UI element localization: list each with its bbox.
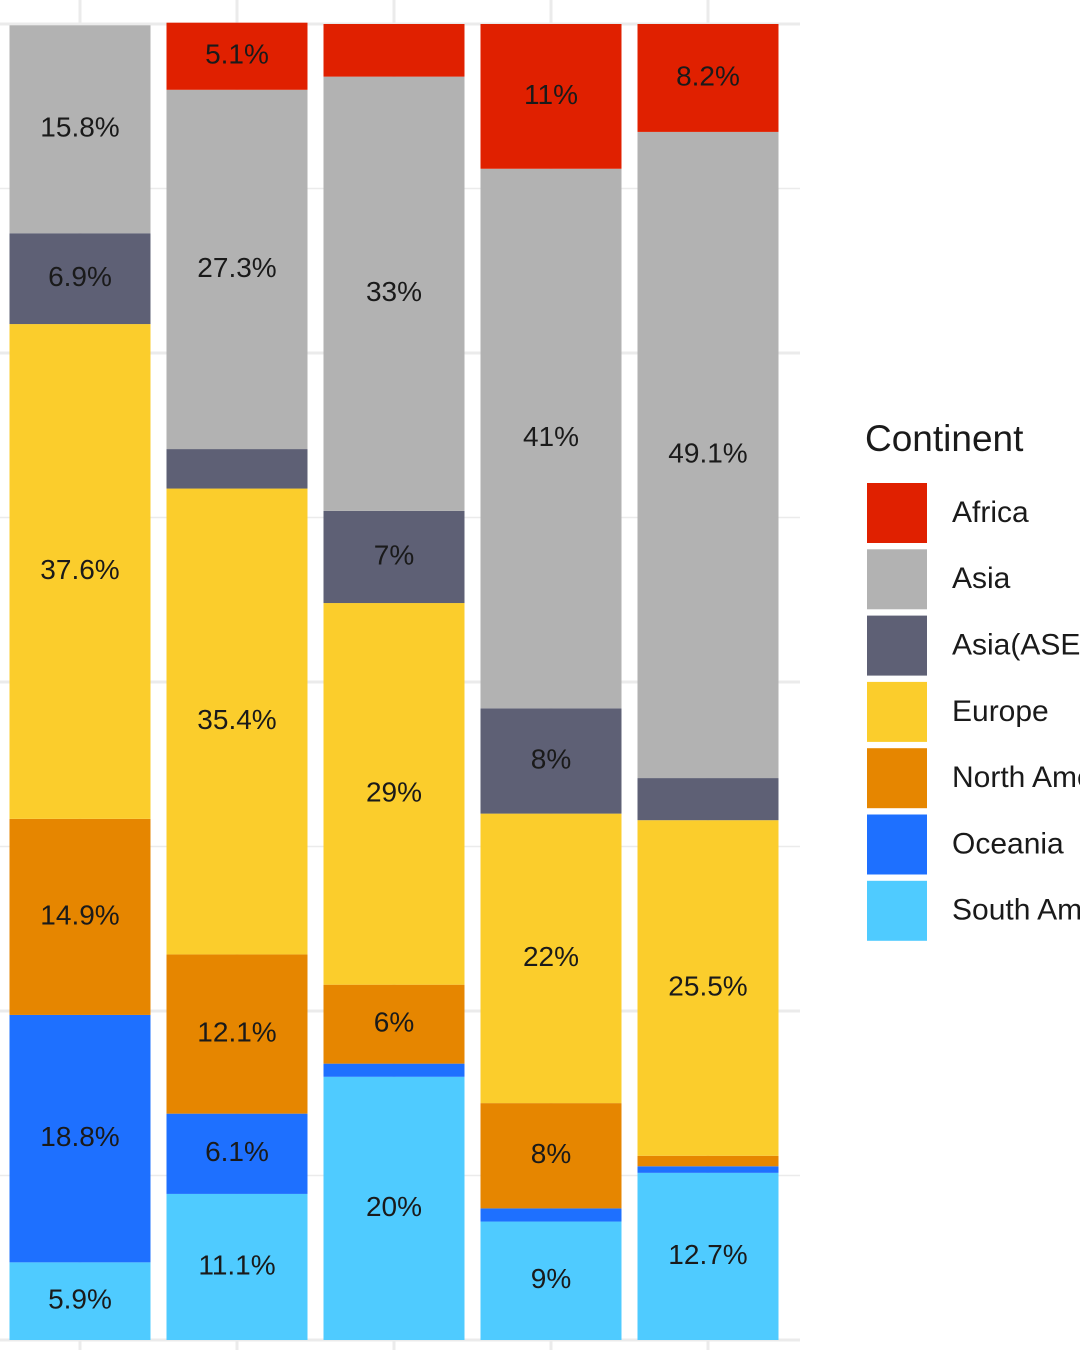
- bar-segment: [637, 1166, 779, 1173]
- data-label: 27.3%: [197, 252, 276, 283]
- bar-segment: [166, 488, 308, 955]
- bar-segment: [480, 168, 622, 709]
- legend-key: [867, 615, 927, 676]
- data-label: 11.1%: [198, 1249, 275, 1280]
- bar-segment: [9, 324, 151, 819]
- legend-key: [867, 814, 927, 875]
- data-label: 8.2%: [676, 60, 740, 91]
- bar-segment: [323, 603, 465, 985]
- legend-label: North America: [952, 761, 1080, 794]
- bar-segment: [166, 1193, 308, 1340]
- bar-segment: [323, 984, 465, 1064]
- bar-segment: [9, 1262, 151, 1340]
- legend-key: [867, 748, 927, 809]
- bar-segment: [9, 818, 151, 1015]
- data-label: 7%: [374, 539, 414, 570]
- bar-segment: [480, 813, 622, 1104]
- bar-segment: [637, 820, 779, 1156]
- bar-segment: [9, 25, 151, 234]
- legend-label: South America: [952, 894, 1080, 927]
- bar-segment: [480, 1221, 622, 1340]
- bar-segment: [166, 449, 308, 489]
- bar-segment: [480, 1208, 622, 1222]
- bar-segment: [166, 22, 308, 90]
- data-label: 41%: [523, 421, 579, 452]
- data-label: 22%: [523, 941, 579, 972]
- legend-label: Oceania: [952, 827, 1064, 860]
- data-label: 20%: [366, 1191, 422, 1222]
- legend-title: Continent: [865, 418, 1024, 459]
- bar-segment: [166, 89, 308, 450]
- legend-key: [867, 880, 927, 941]
- bar-segment: [480, 708, 622, 814]
- data-label: 33%: [366, 276, 422, 307]
- data-label: 49.1%: [668, 437, 747, 468]
- data-label: 25.5%: [668, 970, 747, 1001]
- bar-segment: [480, 1103, 622, 1209]
- data-label: 5.1%: [205, 39, 269, 70]
- data-label: 14.9%: [40, 899, 119, 930]
- legend-key: [867, 549, 927, 610]
- bar-segment: [166, 954, 308, 1114]
- data-label: 35.4%: [197, 704, 276, 735]
- bar-segment: [637, 1155, 779, 1167]
- data-label: 37.6%: [40, 554, 119, 585]
- data-label: 6.9%: [48, 261, 112, 292]
- data-label: 6%: [374, 1007, 414, 1038]
- data-label: 18.8%: [40, 1121, 119, 1152]
- legend-label: Asia: [952, 562, 1011, 595]
- bar-segment: [323, 24, 465, 77]
- legend-key: [867, 681, 927, 742]
- bar-segment: [323, 76, 465, 511]
- bar-segment: [637, 24, 779, 132]
- legend-label: Europe: [952, 695, 1049, 728]
- bar-segment: [323, 1076, 465, 1340]
- bar-segment: [637, 778, 779, 821]
- legend-label: Asia(ASEAN): [952, 629, 1080, 662]
- data-label: 8%: [531, 1138, 571, 1169]
- data-label: 9%: [531, 1263, 571, 1294]
- bar-segment: [9, 233, 151, 325]
- bar-segment: [9, 1014, 151, 1263]
- legend-label: Africa: [952, 496, 1029, 529]
- bar-segment: [637, 131, 779, 779]
- bar-segment: [637, 1172, 779, 1340]
- data-label: 6.1%: [205, 1136, 269, 1167]
- bar-segment: [166, 1113, 308, 1194]
- data-label: 12.1%: [197, 1016, 276, 1047]
- data-label: 8%: [531, 743, 571, 774]
- data-label: 11%: [524, 79, 578, 110]
- bar-segment: [323, 510, 465, 604]
- data-label: 29%: [366, 776, 422, 807]
- legend-key: [867, 483, 927, 543]
- data-label: 15.8%: [40, 112, 119, 143]
- bar-segment: [480, 24, 622, 169]
- data-label: 12.7%: [668, 1239, 747, 1270]
- data-label: 5.9%: [48, 1284, 112, 1315]
- bar-segment: [323, 1063, 465, 1077]
